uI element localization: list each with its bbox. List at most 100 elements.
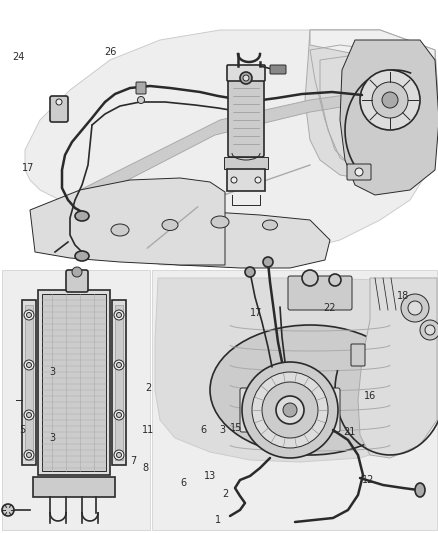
Bar (152, 270, 436, 530)
Bar (223, 157, 267, 169)
Circle shape (116, 312, 121, 318)
Text: 12: 12 (361, 475, 373, 485)
Circle shape (24, 310, 34, 320)
Circle shape (137, 96, 144, 103)
Text: 6: 6 (180, 478, 186, 488)
Circle shape (407, 301, 421, 315)
Circle shape (359, 70, 419, 130)
Polygon shape (45, 210, 329, 268)
Circle shape (24, 410, 34, 420)
FancyBboxPatch shape (346, 164, 370, 180)
Text: 26: 26 (103, 47, 116, 57)
FancyBboxPatch shape (227, 78, 263, 157)
Polygon shape (339, 40, 438, 195)
Circle shape (241, 362, 337, 458)
Polygon shape (357, 278, 436, 458)
Circle shape (283, 403, 297, 417)
Bar (2, 270, 150, 530)
Text: 1: 1 (215, 515, 221, 525)
Circle shape (26, 453, 32, 457)
FancyBboxPatch shape (350, 344, 364, 366)
Circle shape (116, 362, 121, 367)
Text: 2: 2 (221, 489, 228, 499)
Circle shape (114, 310, 124, 320)
Circle shape (116, 453, 121, 457)
Text: 2: 2 (145, 383, 151, 393)
Bar (22, 300, 36, 465)
Circle shape (116, 413, 121, 417)
Ellipse shape (75, 211, 89, 221)
Text: 7: 7 (130, 456, 136, 466)
Circle shape (26, 413, 32, 417)
FancyBboxPatch shape (66, 270, 88, 292)
Circle shape (24, 360, 34, 370)
Text: 8: 8 (141, 463, 148, 473)
Bar (226, 169, 265, 191)
Polygon shape (25, 30, 438, 265)
Circle shape (371, 82, 407, 118)
Ellipse shape (211, 216, 229, 228)
Text: 18: 18 (396, 291, 408, 301)
Ellipse shape (262, 220, 277, 230)
Ellipse shape (414, 483, 424, 497)
Circle shape (419, 320, 438, 340)
Bar (33, 477, 115, 497)
Circle shape (114, 410, 124, 420)
Circle shape (240, 72, 251, 84)
FancyBboxPatch shape (269, 65, 285, 74)
Text: 5: 5 (19, 425, 25, 435)
Text: 15: 15 (229, 423, 242, 433)
FancyBboxPatch shape (136, 82, 146, 94)
Ellipse shape (162, 220, 177, 230)
Circle shape (254, 177, 261, 183)
FancyBboxPatch shape (226, 65, 265, 81)
Circle shape (424, 325, 434, 335)
Circle shape (251, 372, 327, 448)
Text: 17: 17 (249, 308, 261, 318)
Circle shape (56, 99, 62, 105)
Text: 17: 17 (22, 163, 34, 173)
Circle shape (2, 504, 14, 516)
Circle shape (276, 396, 303, 424)
Circle shape (301, 270, 317, 286)
Text: 3: 3 (219, 425, 225, 435)
Text: 22: 22 (323, 303, 336, 313)
Text: 6: 6 (199, 425, 205, 435)
Bar (25, 305, 33, 460)
Text: 3: 3 (49, 433, 55, 443)
Circle shape (72, 267, 82, 277)
Ellipse shape (209, 325, 409, 455)
FancyBboxPatch shape (287, 276, 351, 310)
Text: 11: 11 (141, 425, 154, 435)
Polygon shape (60, 90, 434, 215)
Circle shape (243, 75, 248, 81)
Circle shape (114, 360, 124, 370)
Polygon shape (304, 30, 438, 180)
Ellipse shape (111, 224, 129, 236)
Circle shape (230, 177, 237, 183)
Circle shape (381, 92, 397, 108)
Circle shape (262, 257, 272, 267)
Polygon shape (309, 30, 434, 100)
Circle shape (114, 450, 124, 460)
FancyBboxPatch shape (240, 388, 339, 432)
Circle shape (26, 312, 32, 318)
Text: 16: 16 (363, 391, 375, 401)
Circle shape (400, 294, 428, 322)
Text: 3: 3 (49, 367, 55, 377)
Text: 21: 21 (342, 427, 354, 437)
Circle shape (261, 382, 317, 438)
Bar (112, 300, 126, 465)
Bar (42, 294, 106, 471)
FancyBboxPatch shape (50, 96, 68, 122)
Bar (38, 290, 110, 475)
Text: 13: 13 (203, 471, 215, 481)
Bar (115, 305, 123, 460)
Circle shape (24, 450, 34, 460)
Polygon shape (30, 178, 225, 265)
Text: 24: 24 (12, 52, 24, 62)
Ellipse shape (75, 251, 89, 261)
Circle shape (244, 267, 254, 277)
Circle shape (26, 362, 32, 367)
Circle shape (354, 168, 362, 176)
